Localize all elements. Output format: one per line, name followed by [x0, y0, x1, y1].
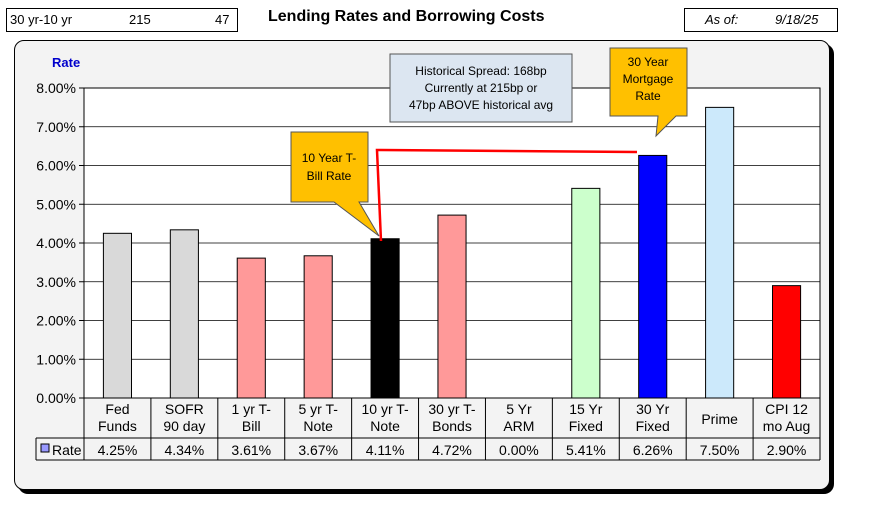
x-tick-label: CPI 12	[765, 401, 808, 417]
y-tick-label: 7.00%	[36, 119, 76, 135]
bar	[169, 229, 199, 399]
data-label: 0.00%	[499, 442, 539, 458]
x-tick-label: Bill	[242, 418, 261, 434]
x-tick-label: Fed	[105, 401, 129, 417]
data-label: 7.50%	[700, 442, 740, 458]
spread-summary-box: 30 yr-10 yr 215 47	[6, 8, 238, 32]
thirty-year-callout	[609, 47, 688, 138]
x-tick-label: Prime	[701, 411, 738, 427]
ten-year-callout	[290, 131, 380, 237]
spread-connector-line	[375, 148, 638, 242]
x-tick-label: mo Aug	[763, 418, 810, 434]
data-label: 3.61%	[231, 442, 271, 458]
data-label: 4.72%	[432, 442, 472, 458]
bar	[638, 154, 668, 399]
x-tick-label: 30 Yr	[636, 401, 670, 417]
thirty-year-callout-text: Rate	[635, 89, 661, 103]
x-tick-label: Note	[370, 418, 400, 434]
as-of-date: 9/18/25	[775, 12, 819, 27]
y-tick-label: 6.00%	[36, 158, 76, 174]
x-tick-label: Bonds	[432, 418, 472, 434]
y-tick-label: 4.00%	[36, 235, 76, 251]
x-tick-label: Fixed	[569, 418, 603, 434]
bar	[705, 106, 735, 399]
x-tick-label: 90 day	[163, 418, 205, 434]
spread-diff-value: 47	[215, 12, 230, 27]
historical-spread-text: 47bp ABOVE historical avg	[409, 98, 553, 112]
bar	[236, 257, 266, 399]
y-tick-label: 8.00%	[36, 80, 76, 96]
as-of-label: As of:	[705, 12, 739, 27]
spread-label: 30 yr-10 yr	[10, 12, 73, 27]
x-tick-label: 5 yr T-	[298, 401, 338, 417]
historical-spread-note	[389, 53, 573, 123]
x-tick-label: 1 yr T-	[232, 401, 272, 417]
bar	[771, 285, 802, 399]
x-tick-label: Funds	[98, 418, 137, 434]
data-label: 5.41%	[566, 442, 606, 458]
spread-bp-value: 215	[129, 12, 151, 27]
data-label: 6.26%	[633, 442, 673, 458]
y-tick-label: 1.00%	[36, 351, 76, 367]
thirty-year-callout-text: Mortgage	[623, 72, 674, 86]
x-tick-label: SOFR	[165, 401, 204, 417]
x-tick-label: 30 yr T-	[428, 401, 476, 417]
x-tick-label: 5 Yr	[506, 401, 532, 417]
x-tick-label: Fixed	[636, 418, 670, 434]
thirty-year-callout-text: 30 Year	[628, 55, 669, 69]
x-tick-label: ARM	[503, 418, 534, 434]
data-label: 4.11%	[366, 442, 405, 458]
y-tick-label: 5.00%	[36, 196, 76, 212]
bar	[437, 214, 467, 399]
data-label: 2.90%	[767, 442, 807, 458]
legend-swatch	[40, 443, 50, 453]
bar	[370, 238, 400, 399]
x-tick-label: 15 Yr	[569, 401, 603, 417]
bar	[571, 187, 601, 399]
historical-spread-text: Currently at 215bp or	[425, 81, 538, 95]
historical-spread-text: Historical Spread: 168bp	[415, 64, 547, 78]
y-axis-label: Rate	[52, 55, 80, 70]
ten-year-callout-text: 10 Year T-	[302, 151, 357, 165]
x-tick-label: 10 yr T-	[361, 401, 409, 417]
y-tick-label: 0.00%	[36, 390, 76, 406]
data-label: 4.25%	[98, 442, 138, 458]
as-of-box: As of: 9/18/25	[684, 8, 838, 32]
bar	[102, 232, 133, 399]
legend-label: Rate	[52, 442, 82, 458]
data-label: 3.67%	[298, 442, 338, 458]
y-tick-label: 2.00%	[36, 313, 76, 329]
x-tick-label: Note	[303, 418, 333, 434]
chart-title: Lending Rates and Borrowing Costs	[268, 8, 545, 25]
y-tick-label: 3.00%	[36, 274, 76, 290]
data-label: 4.34%	[165, 442, 205, 458]
ten-year-callout-text: Bill Rate	[307, 169, 352, 183]
bar	[303, 255, 333, 399]
